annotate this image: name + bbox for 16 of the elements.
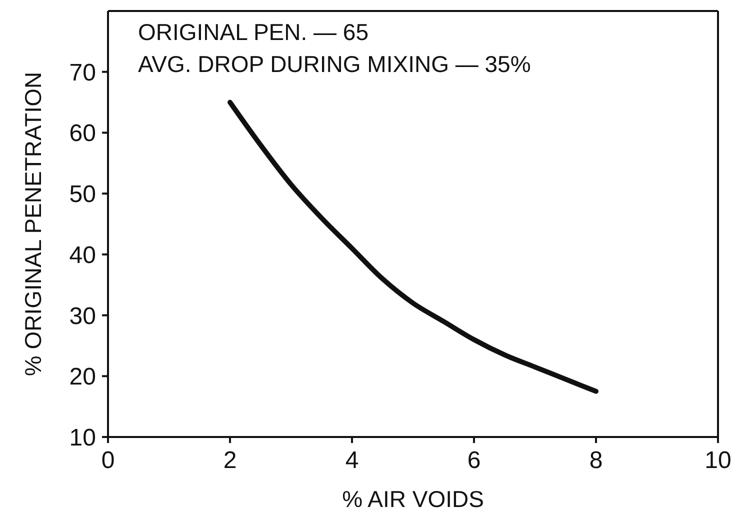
x-tick-label: 2 bbox=[223, 447, 237, 474]
y-tick-label: 60 bbox=[69, 120, 96, 148]
y-tick-label: 10 bbox=[69, 424, 96, 452]
y-axis-title: % ORIGINAL PENETRATION bbox=[20, 72, 46, 376]
x-tick-label: 8 bbox=[589, 447, 603, 474]
y-tick-label: 40 bbox=[69, 242, 96, 269]
y-tick-label: 30 bbox=[69, 302, 96, 330]
x-tick-label: 4 bbox=[345, 447, 359, 474]
x-axis-title: % AIR VOIDS bbox=[342, 486, 484, 512]
x-tick-label: 10 bbox=[704, 447, 732, 474]
x-tick-label: 0 bbox=[101, 447, 115, 474]
y-tick-label: 50 bbox=[69, 181, 96, 208]
x-tick-label: 6 bbox=[467, 447, 481, 474]
notes: ORIGINAL PEN. — 65 AVG. DROP DURING MIXING — 35% bbox=[138, 18, 531, 79]
y-tick-label: 20 bbox=[69, 364, 96, 391]
y-tick-label: 70 bbox=[69, 59, 96, 86]
